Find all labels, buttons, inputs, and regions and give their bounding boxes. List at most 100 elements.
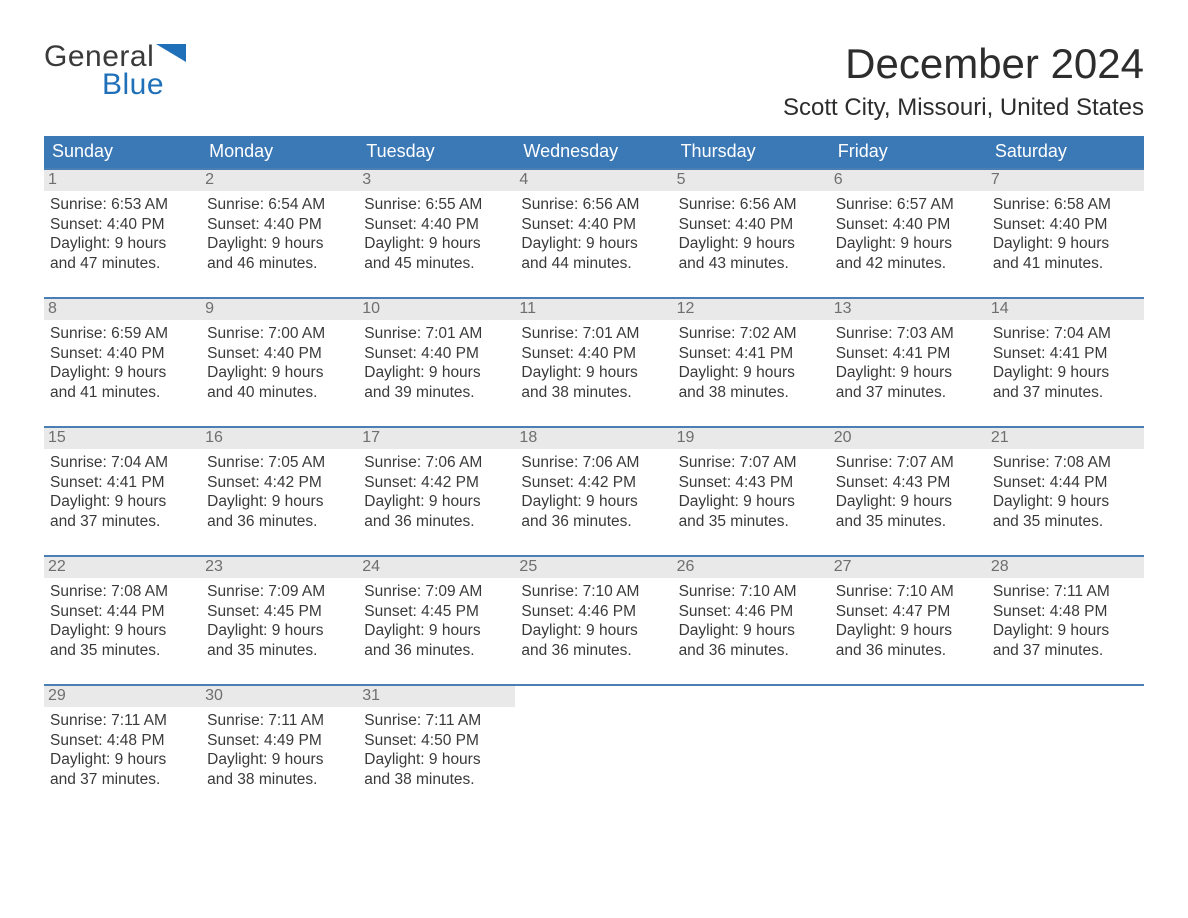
day-number: 29 [44,686,201,707]
day-cell: 4Sunrise: 6:56 AMSunset: 4:40 PMDaylight… [515,170,672,277]
day-detail: Sunrise: 7:10 AMSunset: 4:47 PMDaylight:… [836,582,981,660]
day-number: 30 [201,686,358,707]
day-number: 28 [987,557,1144,578]
day-number: 19 [673,428,830,449]
day-number: 10 [358,299,515,320]
day-detail: Sunrise: 7:05 AMSunset: 4:42 PMDaylight:… [207,453,352,531]
dow-monday: Monday [201,136,358,168]
day-number: 26 [673,557,830,578]
day-detail: Sunrise: 6:55 AMSunset: 4:40 PMDaylight:… [364,195,509,273]
week-row: 1 Sunrise: 6:53 AMSunset: 4:40 PMDaylight… [44,168,1144,277]
day-number: 18 [515,428,672,449]
day-cell: 14 Sunrise: 7:04 AMSunset: 4:41 PMDayligh… [987,299,1144,406]
day-of-week-header: Sunday Monday Tuesday Wednesday Thursday… [44,136,1144,168]
calendar: Sunday Monday Tuesday Wednesday Thursday… [44,136,1144,793]
day-number: 20 [830,428,987,449]
day-detail: Sunrise: 6:58 AMSunset: 4:40 PMDaylight:… [993,195,1138,273]
day-number: 8 [44,299,201,320]
day-detail: Sunrise: 7:04 AMSunset: 4:41 PMDaylight:… [50,453,195,531]
day-detail: Sunrise: 7:01 AMSunset: 4:40 PMDaylight:… [521,324,666,402]
day-detail: Sunrise: 7:06 AMSunset: 4:42 PMDaylight:… [364,453,509,531]
day-number: 6 [830,170,987,191]
day-cell: 17 Sunrise: 7:06 AMSunset: 4:42 PMDayligh… [358,428,515,535]
day-cell: 10 Sunrise: 7:01 AMSunset: 4:40 PMDayligh… [358,299,515,406]
day-cell: 6 Sunrise: 6:57 AMSunset: 4:40 PMDaylight… [830,170,987,277]
week-row: 29 Sunrise: 7:11 AMSunset: 4:48 PMDayligh… [44,684,1144,793]
title-block: December 2024 Scott City, Missouri, Unit… [783,40,1144,122]
day-cell: 26 Sunrise: 7:10 AMSunset: 4:46 PMDayligh… [673,557,830,664]
day-detail: Sunrise: 7:09 AMSunset: 4:45 PMDaylight:… [364,582,509,660]
day-cell: . [673,686,830,793]
day-detail: Sunrise: 7:07 AMSunset: 4:43 PMDaylight:… [679,453,824,531]
dow-wednesday: Wednesday [515,136,672,168]
day-cell: 5 Sunrise: 6:56 AMSunset: 4:40 PMDaylight… [673,170,830,277]
day-cell: 22 Sunrise: 7:08 AMSunset: 4:44 PMDayligh… [44,557,201,664]
day-detail: Sunrise: 6:56 AMSunset: 4:40 PMDaylight:… [521,195,666,273]
day-detail: Sunrise: 7:10 AMSunset: 4:46 PMDaylight:… [679,582,824,660]
day-number: 3 [358,170,515,191]
day-detail: Sunrise: 7:03 AMSunset: 4:41 PMDaylight:… [836,324,981,402]
day-number: 1 [44,170,201,191]
day-cell: 25Sunrise: 7:10 AMSunset: 4:46 PMDayligh… [515,557,672,664]
day-detail: Sunrise: 6:53 AMSunset: 4:40 PMDaylight:… [50,195,195,273]
day-detail: Sunrise: 7:00 AMSunset: 4:40 PMDaylight:… [207,324,352,402]
weeks-container: 1 Sunrise: 6:53 AMSunset: 4:40 PMDaylight… [44,168,1144,793]
week-row: 15 Sunrise: 7:04 AMSunset: 4:41 PMDayligh… [44,426,1144,535]
day-number: 16 [201,428,358,449]
day-number: 7 [987,170,1144,191]
day-detail: Sunrise: 7:08 AMSunset: 4:44 PMDaylight:… [993,453,1138,531]
day-number: 5 [673,170,830,191]
header: General Blue December 2024 Scott City, M… [44,40,1144,122]
day-cell: 24Sunrise: 7:09 AMSunset: 4:45 PMDayligh… [358,557,515,664]
day-cell: 8Sunrise: 6:59 AMSunset: 4:40 PMDaylight… [44,299,201,406]
day-number: 25 [515,557,672,578]
day-cell: 18Sunrise: 7:06 AMSunset: 4:42 PMDayligh… [515,428,672,535]
day-cell: 21 Sunrise: 7:08 AMSunset: 4:44 PMDayligh… [987,428,1144,535]
day-detail: Sunrise: 7:11 AMSunset: 4:49 PMDaylight:… [207,711,352,789]
dow-saturday: Saturday [987,136,1144,168]
day-detail: Sunrise: 7:04 AMSunset: 4:41 PMDaylight:… [993,324,1138,402]
day-cell: . [515,686,672,793]
day-cell: 12Sunrise: 7:02 AMSunset: 4:41 PMDayligh… [673,299,830,406]
week-row: 8Sunrise: 6:59 AMSunset: 4:40 PMDaylight… [44,297,1144,406]
day-cell: 16 Sunrise: 7:05 AMSunset: 4:42 PMDayligh… [201,428,358,535]
day-cell: 1 Sunrise: 6:53 AMSunset: 4:40 PMDaylight… [44,170,201,277]
day-number: 15 [44,428,201,449]
day-cell: 19 Sunrise: 7:07 AMSunset: 4:43 PMDayligh… [673,428,830,535]
day-cell: 13 Sunrise: 7:03 AMSunset: 4:41 PMDayligh… [830,299,987,406]
day-number: 21 [987,428,1144,449]
day-detail: Sunrise: 6:56 AMSunset: 4:40 PMDaylight:… [679,195,824,273]
day-detail: Sunrise: 7:11 AMSunset: 4:48 PMDaylight:… [50,711,195,789]
day-number: 2 [201,170,358,191]
day-number: 13 [830,299,987,320]
day-cell: 29 Sunrise: 7:11 AMSunset: 4:48 PMDayligh… [44,686,201,793]
dow-sunday: Sunday [44,136,201,168]
day-detail: Sunrise: 7:01 AMSunset: 4:40 PMDaylight:… [364,324,509,402]
day-number: 14 [987,299,1144,320]
day-cell: 27 Sunrise: 7:10 AMSunset: 4:47 PMDayligh… [830,557,987,664]
day-cell: 11 Sunrise: 7:01 AMSunset: 4:40 PMDayligh… [515,299,672,406]
day-cell: . [987,686,1144,793]
week-row: 22 Sunrise: 7:08 AMSunset: 4:44 PMDayligh… [44,555,1144,664]
day-detail: Sunrise: 7:11 AMSunset: 4:48 PMDaylight:… [993,582,1138,660]
day-detail: Sunrise: 7:09 AMSunset: 4:45 PMDaylight:… [207,582,352,660]
day-cell: 3 Sunrise: 6:55 AMSunset: 4:40 PMDaylight… [358,170,515,277]
day-detail: Sunrise: 7:08 AMSunset: 4:44 PMDaylight:… [50,582,195,660]
day-cell: 7 Sunrise: 6:58 AMSunset: 4:40 PMDaylight… [987,170,1144,277]
day-number: 11 [515,299,672,320]
day-cell: 30 Sunrise: 7:11 AMSunset: 4:49 PMDayligh… [201,686,358,793]
day-number: 27 [830,557,987,578]
day-number: 17 [358,428,515,449]
day-detail: Sunrise: 7:11 AMSunset: 4:50 PMDaylight:… [364,711,509,789]
day-number: 22 [44,557,201,578]
day-number: 12 [673,299,830,320]
day-cell: 20Sunrise: 7:07 AMSunset: 4:43 PMDayligh… [830,428,987,535]
day-number: 23 [201,557,358,578]
day-cell: 23 Sunrise: 7:09 AMSunset: 4:45 PMDayligh… [201,557,358,664]
dow-thursday: Thursday [673,136,830,168]
page-title: December 2024 [783,40,1144,88]
dow-tuesday: Tuesday [358,136,515,168]
location-subtitle: Scott City, Missouri, United States [783,94,1144,122]
day-cell: 2Sunrise: 6:54 AMSunset: 4:40 PMDaylight… [201,170,358,277]
day-detail: Sunrise: 6:57 AMSunset: 4:40 PMDaylight:… [836,195,981,273]
